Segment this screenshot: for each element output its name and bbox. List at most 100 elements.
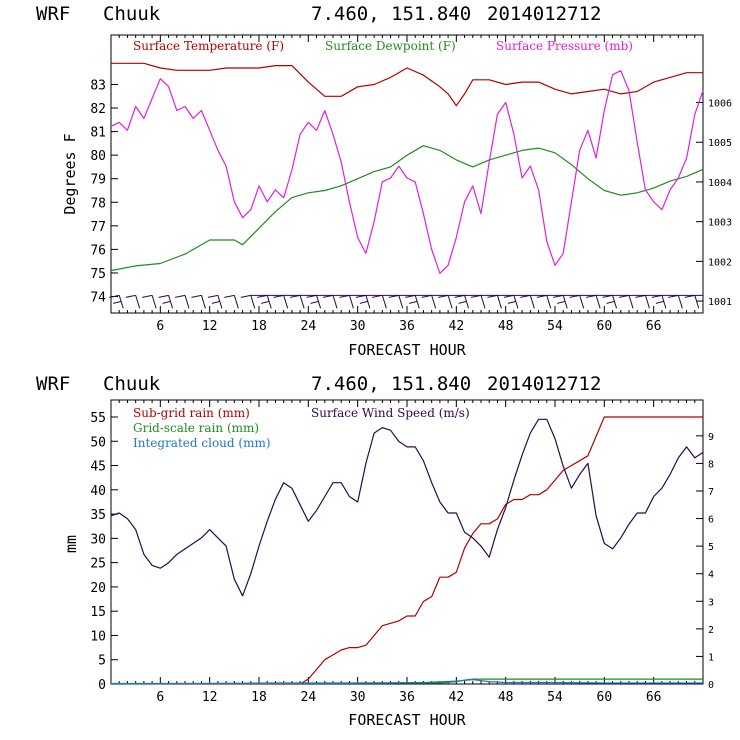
panel-2-y2-tick-labels: 0 1 2 3 4 5 6 7 8 9 — [708, 432, 714, 691]
legend-temperature: Surface Temperature (F) — [133, 39, 284, 53]
panel-2-header: WRF Chuuk 7.460, 151.840 2014012712 — [36, 373, 601, 395]
panel-1-y-tick-labels: 74 75 76 77 78 79 80 81 82 83 — [90, 78, 106, 305]
y2-tick-label: 1004 — [708, 178, 732, 189]
panel-1-init: 2014012712 — [487, 3, 601, 25]
x-tick-label: 60 — [597, 690, 613, 705]
y-tick-label: 79 — [90, 173, 106, 188]
y-tick-label: 45 — [90, 460, 106, 475]
x-tick-label: 48 — [498, 690, 514, 705]
x-tick-label: 12 — [202, 319, 218, 334]
wind-barb — [142, 294, 157, 309]
y-tick-label: 20 — [90, 581, 106, 596]
wind-barbs — [109, 294, 703, 309]
y2-tick-label: 1003 — [708, 218, 732, 229]
legend-gridscale-rain: Grid-scale rain (mm) — [133, 421, 259, 435]
y-tick-label: 25 — [90, 557, 106, 572]
panel-1-x-axis-label: FORECAST HOUR — [348, 341, 466, 359]
y-tick-label: 15 — [90, 605, 106, 620]
y-tick-label: 80 — [90, 149, 106, 164]
x-tick-label: 24 — [301, 319, 317, 334]
panel-2-x-tick-labels: 6 12 18 24 30 36 42 48 54 60 66 — [156, 690, 661, 705]
y-tick-label: 82 — [90, 102, 106, 117]
panel-2-y-tick-labels: 0 5 10 15 20 25 30 35 40 45 50 55 — [90, 411, 106, 693]
wind-barb — [421, 294, 437, 309]
x-tick-label: 42 — [449, 690, 465, 705]
wind-barb — [668, 294, 683, 309]
x-tick-label: 6 — [156, 319, 164, 334]
y2-tick-label: 1 — [708, 652, 714, 663]
panel-1-frame — [110, 34, 704, 314]
y2-tick-label: 6 — [708, 515, 714, 526]
surface-temperature-line — [111, 62, 703, 107]
x-tick-label: 18 — [251, 319, 267, 334]
wind-barb — [290, 294, 305, 309]
legend-subgrid-rain: Sub-grid rain (mm) — [133, 406, 250, 420]
surface-wind-speed-line — [110, 418, 704, 597]
x-tick-label: 12 — [202, 690, 218, 705]
y2-tick-label: 1006 — [708, 99, 732, 110]
y2-tick-label: 4 — [708, 570, 714, 581]
x-tick-label: 66 — [646, 319, 662, 334]
wind-barb — [174, 294, 190, 309]
x-tick-label: 30 — [350, 690, 366, 705]
wind-barb — [520, 294, 535, 309]
wind-barb — [191, 294, 206, 309]
wind-barb — [569, 294, 585, 309]
legend-wind-speed: Surface Wind Speed (m/s) — [311, 406, 470, 420]
panel-1-ticks — [110, 35, 704, 313]
y2-tick-label: 1002 — [708, 257, 732, 268]
surface-dewpoint-line — [110, 145, 704, 272]
wind-barb — [536, 294, 552, 309]
panel-1-legend: Surface Temperature (F) Surface Dewpoint… — [133, 39, 633, 53]
panel-1-x-tick-labels: 6 12 18 24 30 36 42 48 54 60 66 — [156, 319, 661, 334]
panel-1-y-axis-label: Degrees F — [61, 133, 79, 214]
panel-1-series — [110, 62, 704, 274]
y-tick-label: 5 — [98, 654, 106, 669]
panel-2-series — [110, 416, 704, 685]
wind-barb — [207, 294, 223, 309]
wind-barb — [339, 294, 354, 309]
x-tick-label: 36 — [399, 690, 415, 705]
y-tick-label: 55 — [90, 411, 106, 426]
wind-barb — [388, 294, 404, 309]
x-tick-label: 42 — [449, 319, 465, 334]
y-tick-label: 75 — [90, 267, 106, 282]
panel-1-model: WRF — [36, 3, 70, 25]
legend-pressure: Surface Pressure (mb) — [496, 39, 633, 53]
y2-tick-label: 1005 — [708, 138, 732, 149]
y2-tick-label: 3 — [708, 597, 714, 608]
y-tick-label: 76 — [90, 243, 106, 258]
x-tick-label: 54 — [547, 319, 563, 334]
panel-1-y2-tick-labels: 1001 1002 1003 1004 1005 1006 — [708, 99, 732, 309]
wind-barb — [372, 294, 387, 309]
y-tick-label: 0 — [98, 678, 106, 693]
y-tick-label: 35 — [90, 508, 106, 523]
integrated-cloud-line — [111, 678, 703, 685]
panel-2-y-axis-label: mm — [62, 535, 80, 553]
wind-barb — [240, 294, 256, 309]
y2-tick-label: 8 — [708, 459, 714, 470]
y2-tick-label: 1001 — [708, 297, 732, 308]
y-tick-label: 83 — [90, 78, 106, 93]
x-tick-label: 66 — [646, 690, 662, 705]
y-tick-label: 10 — [90, 629, 106, 644]
x-tick-label: 24 — [301, 690, 317, 705]
panel-2-coords: 7.460, 151.840 — [311, 373, 471, 395]
sub-grid-rain-line — [111, 416, 703, 685]
wind-barb — [470, 294, 486, 309]
wind-barb — [684, 294, 700, 309]
legend-integrated-cloud: Integrated cloud (mm) — [133, 436, 271, 450]
wind-barb — [158, 294, 174, 309]
wind-barb — [586, 294, 601, 309]
panel-2-init: 2014012712 — [487, 373, 601, 395]
y2-tick-label: 0 — [708, 680, 714, 691]
wind-barb — [109, 294, 124, 309]
wind-barb — [635, 294, 650, 309]
panel-2-station: Chuuk — [103, 373, 161, 395]
wind-barb — [618, 294, 634, 309]
surface-pressure-line — [110, 70, 704, 274]
panel-1-header: WRF Chuuk 7.460, 151.840 2014012712 — [36, 3, 601, 25]
wind-barb — [224, 294, 239, 309]
y-tick-label: 77 — [90, 220, 106, 235]
x-tick-label: 54 — [547, 690, 563, 705]
